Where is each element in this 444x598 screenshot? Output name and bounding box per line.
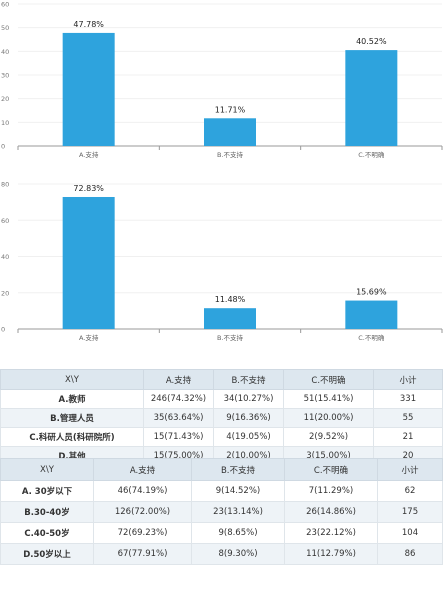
header-cell: A.支持	[143, 369, 214, 390]
table-cell: 35(63.64%)	[143, 408, 214, 428]
y-tick-label: 60	[1, 217, 9, 225]
table-cell: 62	[377, 480, 443, 502]
y-tick-label: 40	[1, 48, 9, 56]
header-cell: 小计	[373, 369, 443, 390]
table-cell: 175	[377, 501, 443, 523]
data-label: 15.69%	[356, 288, 387, 297]
header-corner-cell: X\Y	[0, 369, 144, 390]
table-cell: 8(9.30%)	[191, 543, 285, 565]
header-cell: B.不支持	[191, 458, 285, 481]
y-tick-label: 80	[1, 181, 9, 189]
table-cell: 67(77.91%)	[93, 543, 192, 565]
crosstab-table-1: X\Y A.支持 B.不支持 C.不明确 小计 A.教师 246(74.32%) 34(10…	[0, 369, 443, 466]
table-header-row: X\Y A.支持 B.不支持 C.不明确 小计	[0, 369, 443, 390]
y-tick-label: 0	[1, 143, 5, 151]
table-cell: 11(20.00%)	[283, 408, 374, 428]
bar-1	[62, 196, 115, 329]
bar-3	[345, 300, 398, 329]
table-cell: 9(8.65%)	[191, 522, 285, 544]
table-cell: 4(19.05%)	[213, 427, 284, 447]
table-cell: 9(14.52%)	[191, 480, 285, 502]
table-cell: 55	[373, 408, 443, 428]
row-label-cell: D.50岁以上	[0, 543, 94, 565]
y-tick-label: 10	[1, 119, 9, 127]
table-cell: 23(13.14%)	[191, 501, 285, 523]
table-cell: 2(9.52%)	[283, 427, 374, 447]
table-cell: 331	[373, 389, 443, 409]
row-label-cell: C.科研人员(科研院所)	[0, 427, 144, 447]
table-cell: 21	[373, 427, 443, 447]
data-label: 11.48%	[215, 295, 246, 304]
header-cell: A.支持	[93, 458, 192, 481]
table-row: C.40-50岁 72(69.23%) 9(8.65%) 23(22.12%) 104	[0, 522, 443, 544]
table-cell: 51(15.41%)	[283, 389, 374, 409]
bar-3	[345, 50, 398, 147]
table-cell: 23(22.12%)	[284, 522, 378, 544]
crosstab-table-2: X\Y A.支持 B.不支持 C.不明确 小计 A. 30岁以下 46(74.19%) 9(…	[0, 458, 443, 565]
table-cell: 126(72.00%)	[93, 501, 192, 523]
header-cell: C.不明确	[283, 369, 374, 390]
table-row: B.30-40岁 126(72.00%) 23(13.14%) 26(14.86%) 1…	[0, 501, 443, 523]
row-label-cell: B.管理人员	[0, 408, 144, 428]
header-cell: B.不支持	[213, 369, 284, 390]
bar-1	[62, 32, 115, 146]
y-tick-label: 20	[1, 95, 9, 103]
x-tick-label: C.不明确	[358, 333, 385, 342]
y-tick-label: 30	[1, 72, 9, 80]
table-header-row: X\Y A.支持 B.不支持 C.不明确 小计	[0, 458, 443, 481]
table-cell: 11(12.79%)	[284, 543, 378, 565]
y-tick-label: 20	[1, 289, 9, 297]
y-tick-label: 0	[1, 326, 5, 334]
row-label-cell: A. 30岁以下	[0, 480, 94, 502]
table-cell: 7(11.29%)	[284, 480, 378, 502]
table-row: A. 30岁以下 46(74.19%) 9(14.52%) 7(11.29%) 62	[0, 480, 443, 502]
x-tick-label: B.不支持	[217, 150, 244, 159]
x-tick-label: B.不支持	[217, 333, 244, 342]
table-row: B.管理人员 35(63.64%) 9(16.36%) 11(20.00%) 55	[0, 408, 443, 428]
table-cell: 46(74.19%)	[93, 480, 192, 502]
table-cell: 104	[377, 522, 443, 544]
y-tick-label: 40	[1, 253, 9, 261]
table-row: A.教师 246(74.32%) 34(10.27%) 51(15.41%) 331	[0, 389, 443, 409]
y-tick-label: 60	[1, 1, 9, 9]
data-label: 72.83%	[73, 184, 104, 193]
y-tick-label: 50	[1, 24, 9, 32]
data-label: 40.52%	[356, 37, 387, 46]
x-tick-label: C.不明确	[358, 150, 385, 159]
bar-2	[204, 118, 256, 146]
header-cell: C.不明确	[284, 458, 378, 481]
table-cell: 9(16.36%)	[213, 408, 284, 428]
table-cell: 246(74.32%)	[143, 389, 214, 409]
row-label-cell: B.30-40岁	[0, 501, 94, 523]
bar-chart-1: 0 10 20 30 40 50 60 47.78% A.支持 11.71% B.不支持 40.52%…	[1, 1, 443, 159]
data-label: 47.78%	[73, 20, 104, 29]
table-cell: 72(69.23%)	[93, 522, 192, 544]
x-tick-label: A.支持	[79, 150, 99, 159]
row-label-cell: C.40-50岁	[0, 522, 94, 544]
bar-2	[204, 308, 256, 329]
bar-chart-2: 0 20 40 60 80 72.83% A.支持 11.48% B.不支持 15.69% C.不明…	[1, 181, 443, 342]
table-cell: 15(71.43%)	[143, 427, 214, 447]
header-cell: 小计	[377, 458, 443, 481]
table-cell: 26(14.86%)	[284, 501, 378, 523]
row-label-cell: A.教师	[0, 389, 144, 409]
x-tick-label: A.支持	[79, 333, 99, 342]
table-row: D.50岁以上 67(77.91%) 8(9.30%) 11(12.79%) 86	[0, 543, 443, 565]
table-cell: 34(10.27%)	[213, 389, 284, 409]
data-label: 11.71%	[215, 105, 246, 114]
header-corner-cell: X\Y	[0, 458, 94, 481]
table-row: C.科研人员(科研院所) 15(71.43%) 4(19.05%) 2(9.52%) 2…	[0, 427, 443, 447]
table-cell: 86	[377, 543, 443, 565]
